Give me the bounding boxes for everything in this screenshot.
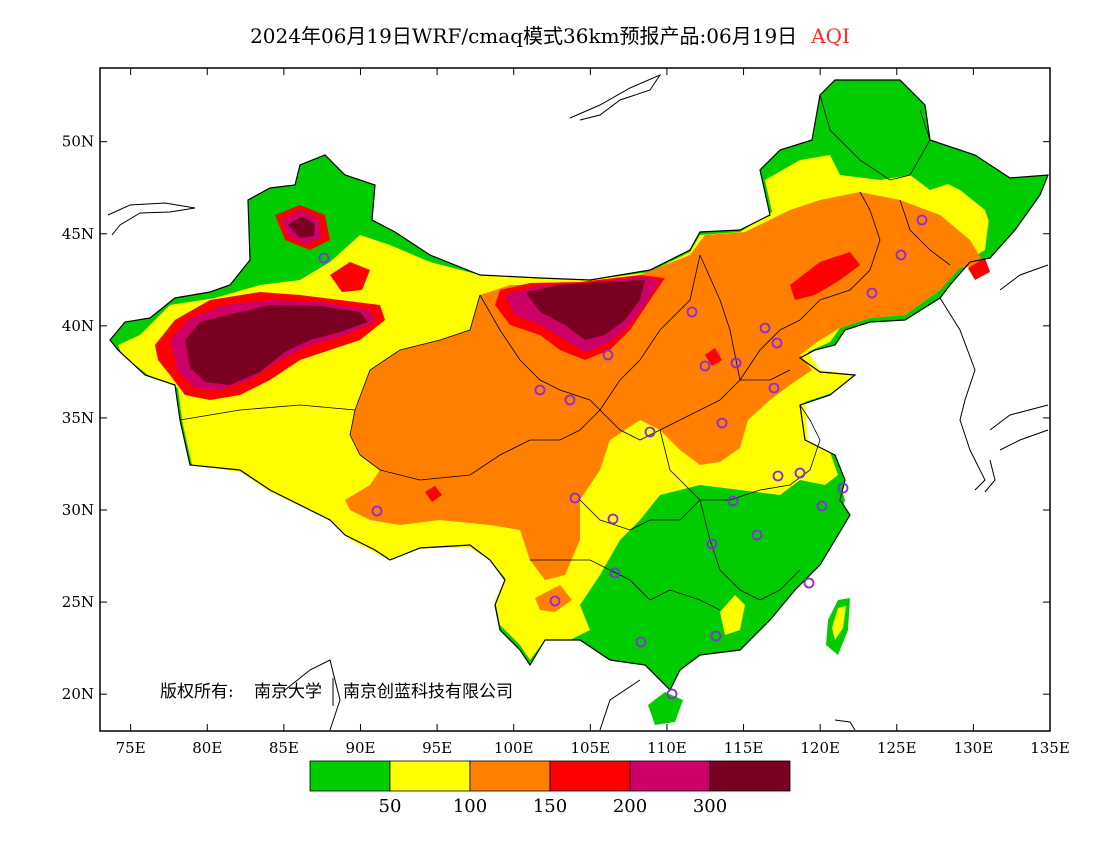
station-marker	[727, 495, 739, 507]
station-marker	[759, 322, 771, 334]
station-marker	[686, 306, 698, 318]
station-marker	[699, 360, 711, 372]
station-marker	[816, 500, 828, 512]
copyright-owner-company: 南京创蓝科技有限公司	[343, 682, 513, 702]
station-marker	[710, 630, 722, 642]
y-tick-label: 35N	[62, 409, 94, 427]
station-marker	[602, 349, 614, 361]
copyright-owner-nju: 南京大学	[254, 682, 322, 702]
station-marker	[666, 688, 678, 700]
x-tick-label: 125E	[877, 739, 917, 757]
legend-swatch	[709, 760, 791, 792]
y-tick-label: 30N	[62, 501, 94, 519]
station-marker	[564, 394, 576, 406]
station-marker	[794, 467, 806, 479]
legend-label: 150	[533, 796, 567, 817]
aqi-region-hazardous-ili	[288, 216, 315, 238]
x-tick-label: 90E	[345, 739, 375, 757]
station-marker	[771, 337, 783, 349]
x-tick-label: 135E	[1030, 739, 1070, 757]
aqi-region-good-south	[612, 478, 845, 668]
station-marker	[549, 595, 561, 607]
y-tick-label: 40N	[62, 317, 94, 335]
legend-swatch	[469, 760, 551, 792]
station-marker	[635, 636, 647, 648]
y-tick-label: 20N	[62, 685, 94, 703]
station-marker	[895, 249, 907, 261]
legend-label: 300	[693, 796, 727, 817]
legend-swatch	[629, 760, 711, 792]
aqi-region-good-northeast	[818, 80, 1048, 240]
aqi-region-hazardous-west	[185, 305, 368, 385]
x-tick-label: 110E	[647, 739, 687, 757]
aqi-region-unhealthy-liaoning	[968, 258, 990, 280]
copyright-prefix: 版权所有:	[160, 682, 234, 702]
coastlines	[107, 73, 1049, 731]
x-axis: 75E 80E 85E 90E 95E 100E 105E 110E 115E 120E 125E 1…	[116, 68, 1070, 757]
province-boundaries	[179, 94, 951, 611]
y-tick-label: 50N	[62, 133, 94, 151]
station-marker	[837, 482, 849, 494]
station-marker	[803, 577, 815, 589]
aqi-region-taiwan-yellow	[832, 606, 846, 640]
station-marker	[730, 357, 742, 369]
aqi-region-unhealthy-shanxi	[705, 348, 722, 366]
china-outline	[109, 79, 1049, 692]
legend-label: 100	[453, 796, 487, 817]
legend-label: 200	[613, 796, 647, 817]
aqi-region-hazardous-north	[525, 280, 645, 340]
aqi-region-moderate-hk	[720, 595, 745, 635]
station-markers	[318, 214, 928, 700]
station-marker	[866, 287, 878, 299]
aqi-region-unhealthy-tibet	[425, 486, 442, 502]
x-tick-label: 130E	[954, 739, 994, 757]
legend-swatch	[309, 760, 391, 792]
aqi-region-sensitive-south	[535, 585, 572, 612]
aqi-legend: 50 100 150 200 300	[309, 760, 791, 817]
station-marker	[916, 214, 928, 226]
x-tick-label: 85E	[269, 739, 299, 757]
legend-swatch	[389, 760, 471, 792]
station-marker	[318, 252, 330, 264]
station-marker	[706, 538, 718, 550]
x-tick-label: 75E	[116, 739, 146, 757]
station-marker	[768, 382, 780, 394]
aqi-region-unhealthy-ne	[790, 252, 860, 300]
aqi-region-hainan	[648, 692, 683, 725]
station-marker	[371, 505, 383, 517]
station-marker	[609, 567, 621, 579]
aqi-field	[110, 80, 1048, 725]
station-marker	[607, 513, 619, 525]
aqi-region-unhealthy-hami	[330, 262, 370, 292]
x-tick-label: 100E	[494, 739, 534, 757]
station-marker	[772, 470, 784, 482]
station-marker	[716, 417, 728, 429]
map-title: 2024年06月19日WRF/cmaq模式36km预报产品:06月19日 AQI	[0, 20, 1100, 49]
y-tick-label: 25N	[62, 593, 94, 611]
x-tick-label: 120E	[800, 739, 840, 757]
station-marker	[644, 426, 656, 438]
plot-frame	[99, 67, 1051, 732]
x-tick-label: 115E	[724, 739, 764, 757]
y-axis: 20N 25N 30N 35N 40N 45N 50N	[62, 133, 1050, 703]
map-title-variable: AQI	[811, 24, 850, 48]
station-marker	[751, 529, 763, 541]
legend-label: 50	[379, 796, 402, 817]
station-marker	[569, 492, 581, 504]
x-tick-label: 105E	[571, 739, 611, 757]
station-marker	[534, 384, 546, 396]
y-tick-label: 45N	[62, 225, 94, 243]
x-tick-label: 95E	[422, 739, 452, 757]
x-tick-label: 80E	[192, 739, 222, 757]
legend-swatch	[549, 760, 631, 792]
map-title-main: 2024年06月19日WRF/cmaq模式36km预报产品:06月19日	[250, 24, 798, 48]
aqi-region-good-northwest	[248, 155, 375, 240]
